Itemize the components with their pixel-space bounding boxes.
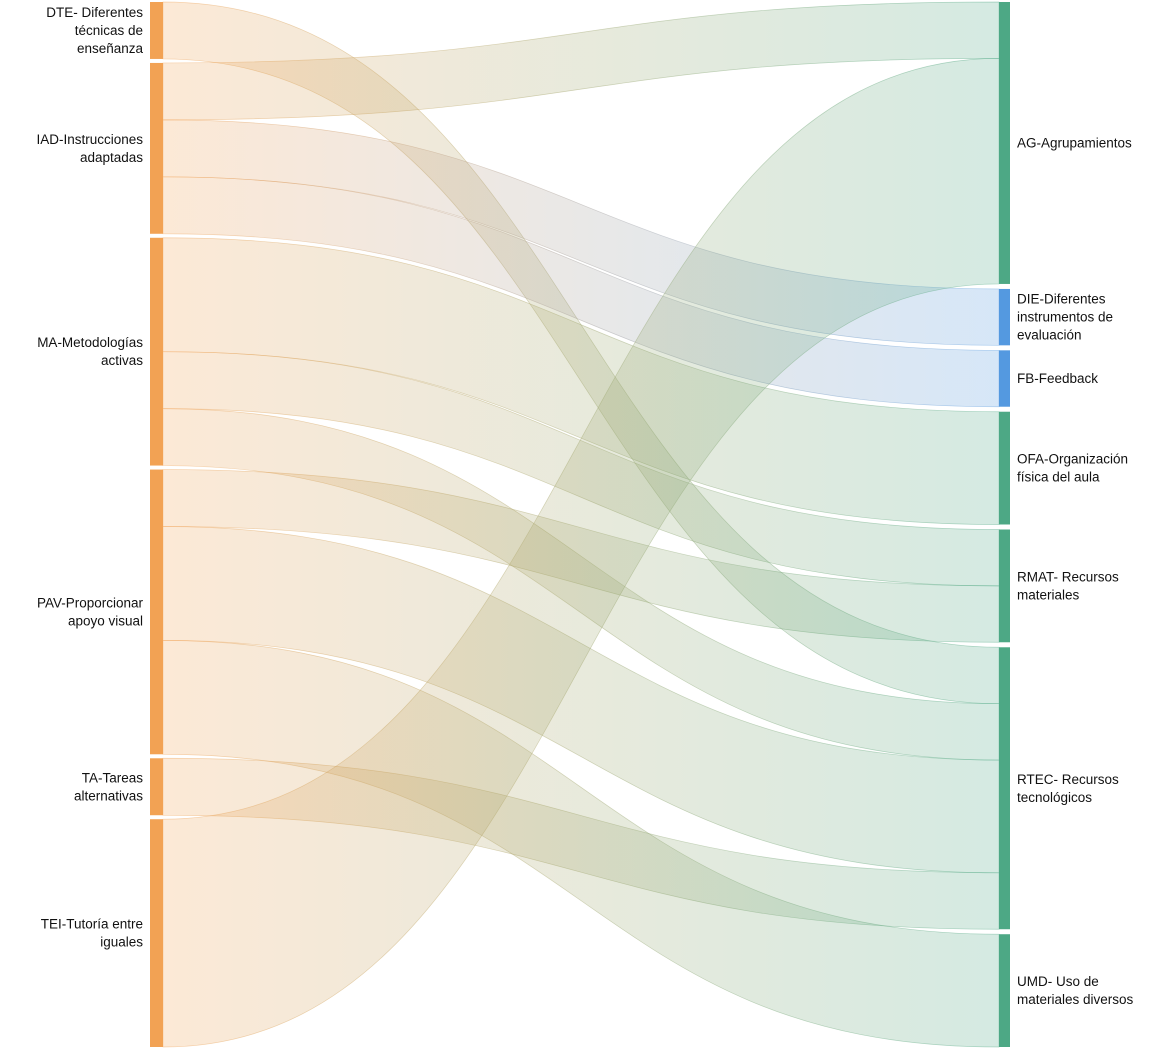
node-RTEC[interactable] xyxy=(999,647,1010,930)
label-UMD: UMD- Uso de materiales diversos xyxy=(1017,974,1134,1007)
node-MA[interactable] xyxy=(150,237,163,466)
node-DIE[interactable] xyxy=(999,288,1010,346)
label-FB: FB-Feedback xyxy=(1017,371,1098,386)
label-PAV: PAV-Proporcionar apoyo visual xyxy=(37,595,144,628)
node-RMAT[interactable] xyxy=(999,529,1010,643)
label-AG: AG-Agrupamientos xyxy=(1017,135,1132,150)
label-DIE: DIE-Diferentes instrumentos de evaluación xyxy=(1017,292,1113,343)
node-TA[interactable] xyxy=(150,758,163,816)
node-AG[interactable] xyxy=(999,2,1010,284)
node-PAV[interactable] xyxy=(150,469,163,755)
label-TEI: TEI-Tutoría entre iguales xyxy=(41,917,144,950)
node-IAD[interactable] xyxy=(150,62,163,234)
label-DTE: DTE- Diferentes técnicas de enseñanza xyxy=(46,5,143,56)
node-OFA[interactable] xyxy=(999,411,1010,525)
label-OFA: OFA-Organización física del aula xyxy=(1017,452,1128,485)
label-IAD: IAD-Instrucciones adaptadas xyxy=(36,132,143,165)
node-TEI[interactable] xyxy=(150,819,163,1047)
label-RTEC: RTEC- Recursos tecnológicos xyxy=(1017,772,1119,805)
label-TA: TA-Tareas alternativas xyxy=(74,770,143,803)
node-UMD[interactable] xyxy=(999,934,1010,1047)
label-MA: MA-Metodologías activas xyxy=(37,335,143,368)
label-RMAT: RMAT- Recursos materiales xyxy=(1017,569,1119,602)
node-DTE[interactable] xyxy=(150,2,163,59)
node-FB[interactable] xyxy=(999,350,1010,407)
